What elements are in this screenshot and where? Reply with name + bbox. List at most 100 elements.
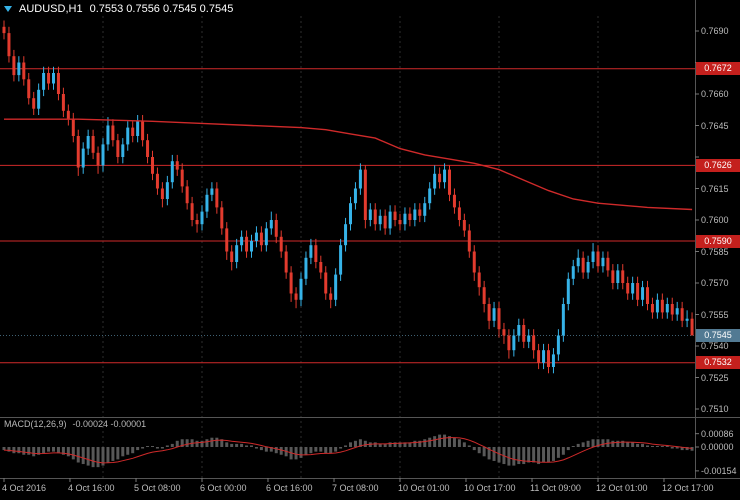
candle	[502, 329, 506, 336]
candle	[329, 293, 333, 300]
candle	[274, 220, 278, 237]
indicator-values: -0.00024 -0.00001	[72, 419, 147, 429]
candle	[443, 169, 447, 183]
candle	[86, 136, 90, 149]
candle	[269, 220, 273, 229]
candle	[7, 33, 11, 57]
candle	[641, 287, 645, 300]
candle	[670, 304, 674, 315]
candle	[512, 335, 516, 351]
candle	[254, 232, 258, 241]
candle	[556, 335, 560, 355]
candle	[621, 270, 625, 283]
candle	[650, 304, 654, 313]
candle	[146, 140, 150, 157]
candle	[259, 232, 263, 246]
candle	[428, 188, 432, 204]
candle	[591, 251, 595, 262]
candle	[665, 304, 669, 313]
candle	[601, 257, 605, 267]
candle	[165, 182, 169, 199]
candle	[566, 278, 570, 304]
candle	[373, 209, 377, 225]
chart-title-bar: AUDUSD,H1 0.7553 0.7556 0.7545 0.7545	[4, 3, 233, 15]
candle	[344, 224, 348, 246]
candle	[660, 299, 664, 313]
ohlc-label: 0.7553 0.7556 0.7545 0.7545	[89, 3, 234, 15]
candle	[12, 56, 16, 76]
candle	[571, 266, 575, 279]
candle	[339, 245, 343, 275]
candle	[680, 308, 684, 321]
indicator-label: MACD(12,26,9) -0.00024 -0.00001	[4, 419, 146, 429]
candle	[116, 140, 120, 157]
candle	[52, 73, 55, 84]
candle	[482, 287, 486, 304]
candle	[334, 274, 338, 300]
moving-average-line	[4, 118, 693, 211]
symbol-period-label: AUDUSD,H1	[19, 3, 83, 15]
candle	[690, 318, 694, 336]
candle	[383, 215, 387, 229]
candle	[452, 194, 456, 208]
candle	[66, 110, 70, 120]
candle	[606, 257, 610, 271]
candle	[398, 220, 402, 225]
candle	[497, 308, 501, 330]
candle	[210, 188, 214, 195]
candle	[586, 262, 590, 273]
candle	[294, 293, 298, 300]
candle	[611, 270, 615, 283]
candle	[363, 169, 367, 220]
candle	[378, 215, 382, 225]
candle	[264, 228, 268, 246]
candle	[2, 26, 6, 34]
candle	[477, 272, 481, 288]
candle	[685, 318, 689, 321]
candle	[403, 213, 407, 225]
candle	[448, 169, 451, 195]
candle	[675, 308, 679, 315]
candle	[517, 325, 521, 336]
candle	[91, 136, 95, 153]
candle	[527, 335, 531, 342]
candle	[240, 236, 244, 246]
macd-signal-line	[3, 437, 693, 464]
candle	[106, 125, 110, 145]
candle	[433, 173, 437, 189]
candle	[561, 304, 565, 336]
candle	[537, 350, 541, 363]
candle	[37, 89, 41, 109]
candle	[76, 136, 80, 168]
candle	[81, 148, 85, 168]
candle	[126, 127, 130, 145]
candle	[576, 257, 580, 267]
candle	[616, 270, 620, 283]
candle	[215, 188, 219, 208]
candle	[131, 127, 135, 136]
candle	[324, 272, 328, 294]
candle	[22, 62, 26, 80]
candle	[631, 283, 635, 294]
candle	[457, 207, 461, 220]
candle	[438, 173, 442, 183]
candle	[220, 207, 224, 229]
candle	[160, 188, 164, 199]
candle	[626, 283, 630, 294]
candle	[314, 245, 318, 262]
candle	[507, 335, 511, 351]
candle	[284, 251, 288, 273]
candle	[151, 157, 154, 174]
candle	[472, 251, 476, 273]
candle	[596, 251, 600, 267]
candle	[185, 186, 189, 204]
candle	[27, 79, 31, 99]
chart-menu-icon[interactable]	[4, 6, 12, 12]
candle	[289, 272, 293, 294]
candle	[418, 209, 422, 216]
candle	[225, 228, 229, 252]
candle	[175, 161, 179, 170]
candle	[522, 325, 526, 342]
candle	[532, 335, 536, 351]
